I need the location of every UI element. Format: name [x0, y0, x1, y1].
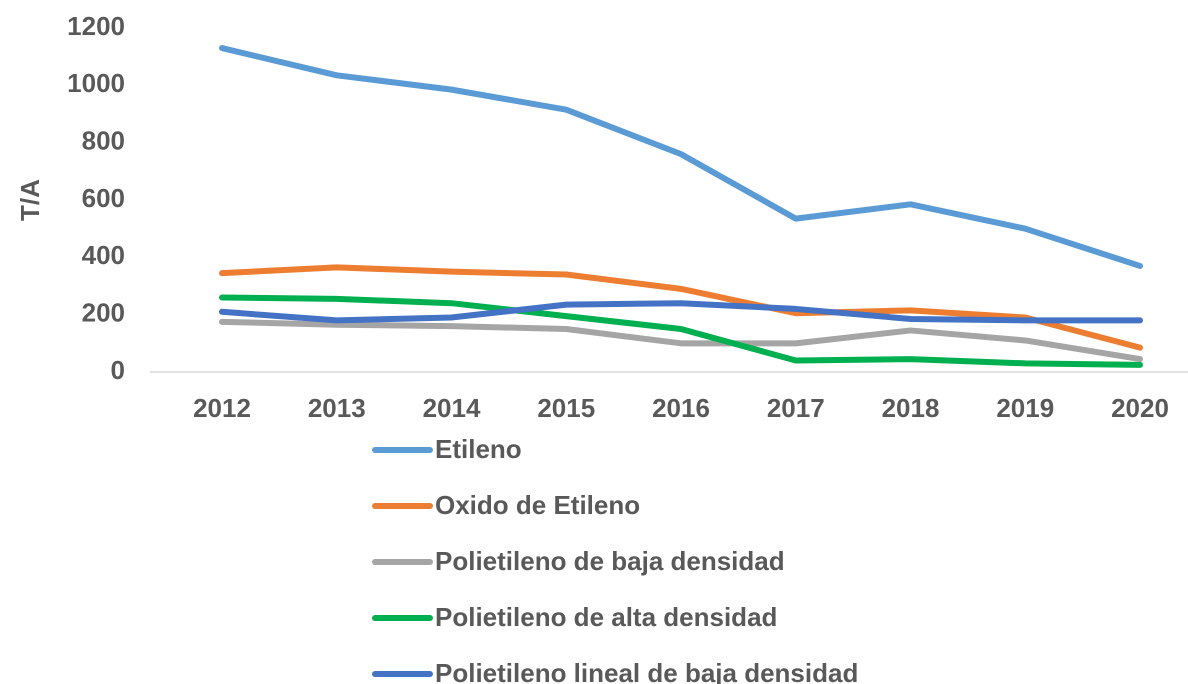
y-tick-label: 1000: [67, 68, 125, 98]
legend-label: Polietileno de baja densidad: [435, 546, 785, 576]
x-tick-label: 2017: [767, 393, 825, 423]
series-line: [219, 318, 1143, 363]
series-line: [219, 45, 1143, 269]
y-tick-label: 0: [111, 355, 125, 385]
legend-label: Oxido de Etileno: [435, 490, 640, 520]
x-tick-label: 2015: [537, 393, 595, 423]
y-axis-label: T/A: [15, 179, 45, 221]
x-tick-label: 2019: [996, 393, 1054, 423]
x-tick-label: 2016: [652, 393, 710, 423]
x-tick-label: 2018: [882, 393, 940, 423]
x-tick-label: 2020: [1111, 393, 1169, 423]
x-tick-label: 2013: [308, 393, 366, 423]
x-tick-label: 2014: [423, 393, 481, 423]
series-line: [219, 264, 1143, 351]
y-tick-label: 600: [82, 183, 125, 213]
x-tick-label: 2012: [193, 393, 251, 423]
y-tick-label: 1200: [67, 11, 125, 41]
y-tick-label: 400: [82, 240, 125, 270]
legend-label: Etileno: [435, 434, 522, 464]
y-tick-label: 800: [82, 126, 125, 156]
series-line: [219, 300, 1143, 324]
series-line: [219, 294, 1143, 368]
y-tick-label: 200: [82, 298, 125, 328]
legend-label: Polietileno de alta densidad: [435, 602, 777, 632]
legend-label: Polietileno lineal de baja densidad: [435, 658, 858, 684]
